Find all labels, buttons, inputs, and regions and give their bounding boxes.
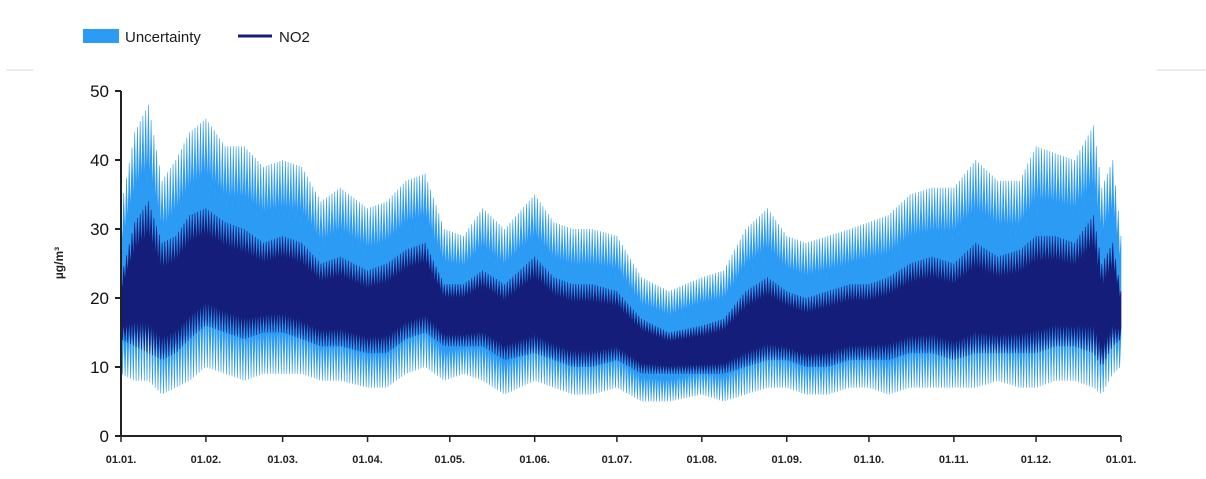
x-tick-label: 01.04. [352,454,383,466]
x-tick-label: 01.02. [191,454,222,466]
x-tick-label: 01.06. [519,454,550,466]
x-tick-label: 01.05. [434,454,465,466]
x-tick-label: 01.10. [854,454,885,466]
y-tick-label: 50 [90,82,109,101]
x-tick-label: 01.09. [771,454,802,466]
x-tick-label: 01.01. [106,454,137,466]
x-tick-label: 01.12. [1021,454,1052,466]
legend-label-uncertainty: Uncertainty [125,29,201,46]
legend-swatch-uncertainty [83,29,119,43]
y-tick-label: 10 [90,358,109,377]
y-tick-label: 20 [90,289,109,308]
x-tick-label: 01.03. [267,454,298,466]
no2-line [120,201,1122,374]
y-tick-label: 0 [100,427,109,446]
x-tick-label: 01.08. [687,454,718,466]
legend: Uncertainty NO2 [83,29,310,46]
y-tick-label: 30 [90,220,109,239]
x-tick-label: 01.11. [939,454,969,466]
x-tick-label: 01.07. [602,454,633,466]
x-ticks: 01.01. 01.02. 01.03. 01.04. 01.05. 01.06. 01.0… [106,436,1137,466]
x-tick-label: 01.01. [1106,454,1137,466]
no2-series [120,201,1122,374]
y-tick-label: 40 [90,151,109,170]
y-ticks: 0 10 20 30 40 50 [90,82,121,446]
legend-label-no2: NO2 [279,29,310,46]
y-axis-label: µg/m³ [52,247,66,279]
